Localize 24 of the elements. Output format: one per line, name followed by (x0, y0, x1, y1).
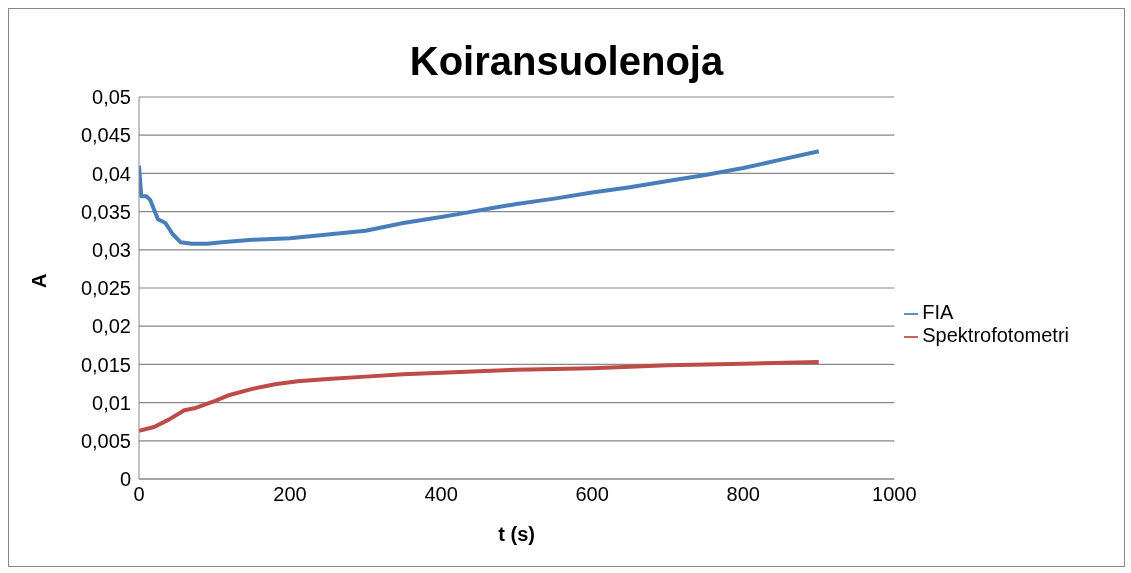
legend-label: Spektrofotometri (922, 324, 1069, 346)
y-tick-label: 0,02 (92, 315, 131, 338)
x-tick-label: 1000 (872, 483, 917, 506)
legend-label: FIA (922, 301, 954, 323)
line-series (139, 360, 821, 433)
x-tick-label: 200 (273, 483, 307, 506)
y-tick-label: 0,03 (92, 238, 131, 261)
y-tick-label: 0,025 (80, 277, 131, 300)
y-tick-label: 0,05 (92, 86, 131, 109)
x-tick-label: 600 (575, 483, 609, 506)
y-tick-label: 0,045 (80, 124, 131, 147)
chart-title: Koiransuolenoja (409, 39, 724, 83)
y-tick-label: 0,005 (80, 429, 131, 452)
y-axis-title: A (28, 273, 51, 288)
y-tick-label: 0 (119, 468, 131, 491)
y-tick-label: 0,04 (92, 162, 131, 185)
x-tick-label: 0 (133, 483, 145, 506)
y-tick-label: 0,035 (80, 200, 131, 223)
x-tick-label: 800 (726, 483, 760, 506)
x-axis-title: t (s) (498, 523, 535, 545)
y-tick-label: 0,015 (80, 353, 131, 376)
x-tick-label: 400 (424, 483, 458, 506)
line-series (139, 149, 821, 246)
y-tick-label: 0,01 (92, 391, 131, 414)
